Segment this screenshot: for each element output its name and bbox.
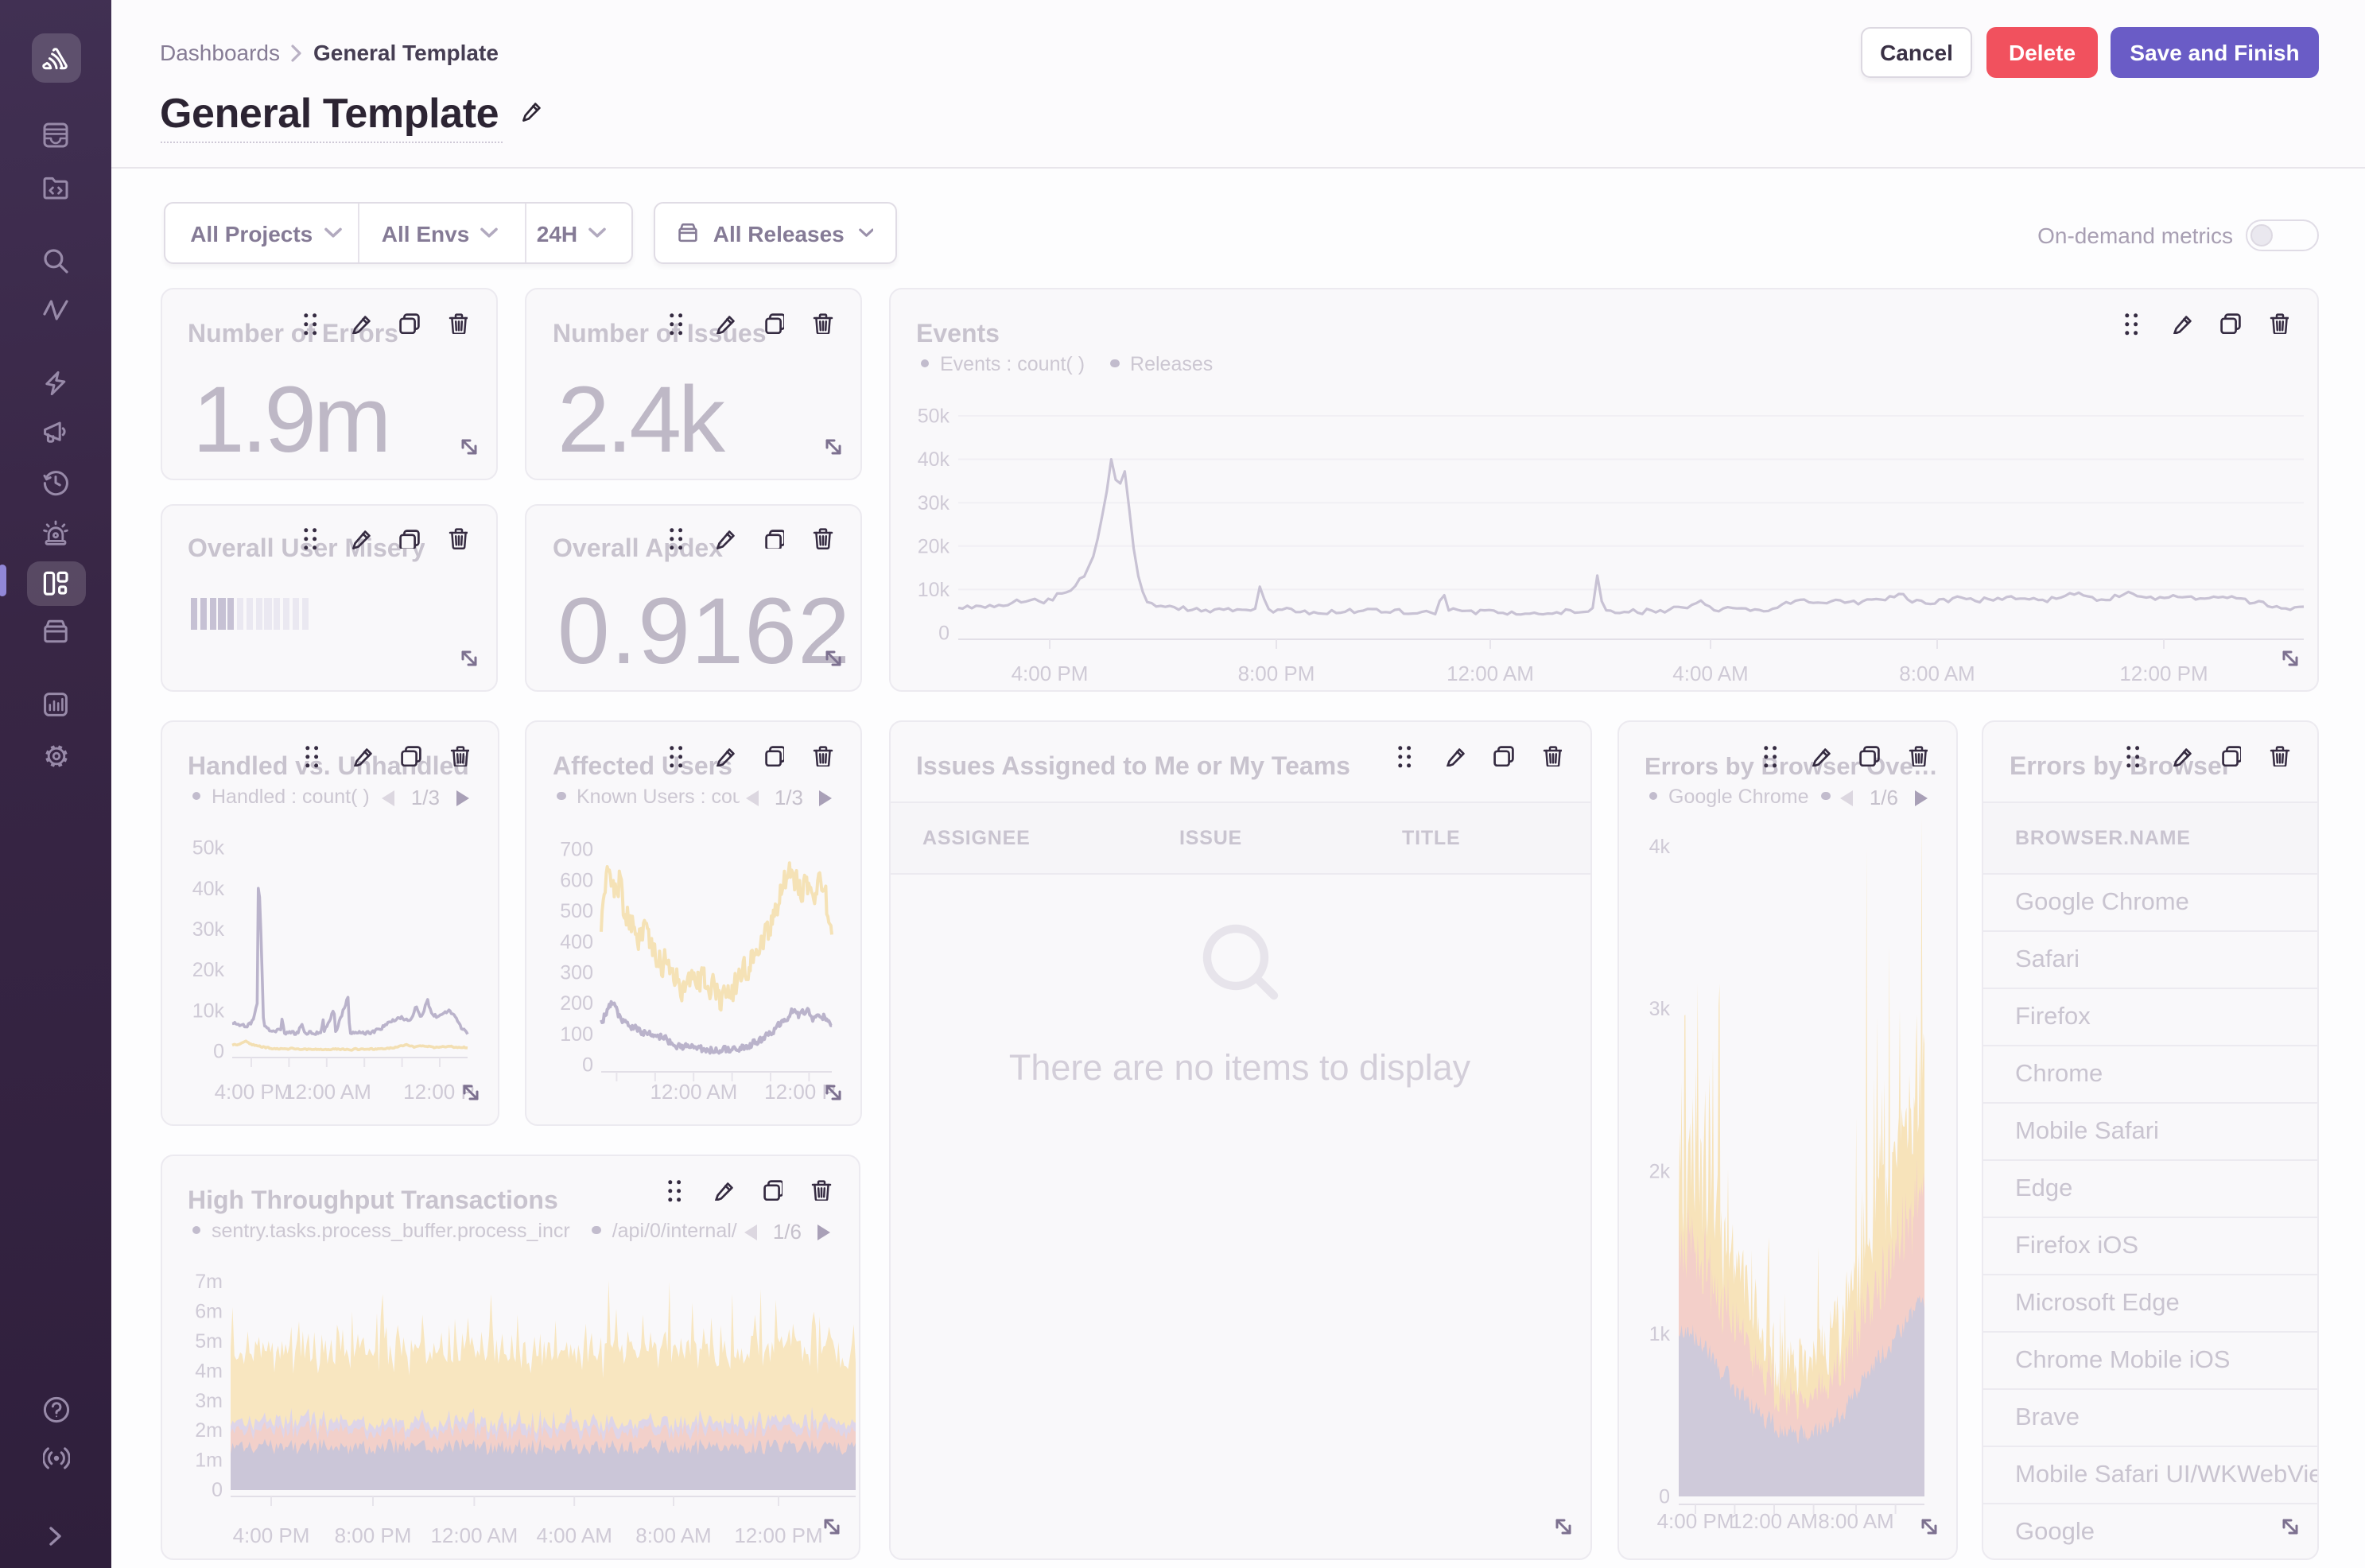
svg-text:4k: 4k (1649, 836, 1670, 858)
svg-text:12:00 AM: 12:00 AM (283, 1080, 371, 1104)
svg-text:2k: 2k (1649, 1161, 1670, 1183)
svg-text:0: 0 (211, 1479, 222, 1501)
svg-text:4:00 AM: 4:00 AM (1672, 662, 1747, 685)
svg-text:100: 100 (560, 1023, 593, 1046)
svg-text:4m: 4m (194, 1360, 222, 1382)
svg-text:10k: 10k (192, 999, 224, 1022)
svg-text:400: 400 (560, 931, 593, 953)
svg-text:0: 0 (212, 1041, 223, 1063)
svg-text:4:00 AM: 4:00 AM (535, 1523, 611, 1547)
svg-text:7m: 7m (194, 1271, 222, 1293)
svg-text:3k: 3k (1649, 998, 1670, 1020)
svg-text:30k: 30k (917, 492, 949, 514)
svg-text:200: 200 (560, 992, 593, 1015)
svg-text:5m: 5m (194, 1330, 222, 1353)
svg-text:50k: 50k (192, 837, 224, 860)
svg-text:3m: 3m (194, 1390, 222, 1412)
svg-text:300: 300 (560, 961, 593, 984)
svg-text:4:00 PM: 4:00 PM (232, 1523, 309, 1547)
svg-text:4:00 PM: 4:00 PM (1011, 662, 1088, 685)
svg-text:4:00 PM: 4:00 PM (214, 1080, 291, 1104)
svg-text:12:00 P: 12:00 P (402, 1080, 474, 1104)
svg-text:500: 500 (560, 900, 593, 922)
svg-text:4:00 PM: 4:00 PM (1656, 1509, 1734, 1533)
svg-text:12:00 AM: 12:00 AM (650, 1080, 737, 1104)
svg-text:8:00 PM: 8:00 PM (1237, 662, 1315, 685)
svg-text:12:00 AM: 12:00 AM (429, 1523, 517, 1547)
svg-text:6m: 6m (194, 1301, 222, 1323)
svg-text:8:00 AM: 8:00 AM (1898, 662, 1974, 685)
svg-text:700: 700 (560, 839, 593, 861)
svg-text:12:00 P: 12:00 P (764, 1080, 836, 1104)
svg-text:50k: 50k (917, 406, 949, 428)
svg-text:2m: 2m (194, 1419, 222, 1442)
svg-text:12:00 PM: 12:00 PM (2118, 662, 2207, 685)
svg-text:0: 0 (582, 1054, 593, 1077)
svg-text:20k: 20k (192, 959, 224, 981)
svg-text:8:00 PM: 8:00 PM (334, 1523, 411, 1547)
svg-text:600: 600 (560, 869, 593, 891)
svg-text:0: 0 (938, 623, 949, 645)
svg-text:40k: 40k (917, 448, 949, 471)
svg-text:0: 0 (1658, 1485, 1669, 1508)
svg-text:12:00 AM: 12:00 AM (1730, 1509, 1817, 1533)
svg-text:12:00 AM: 12:00 AM (1446, 662, 1533, 685)
svg-text:8:00 AM: 8:00 AM (635, 1523, 710, 1547)
svg-text:20k: 20k (917, 535, 949, 557)
svg-text:1m: 1m (194, 1450, 222, 1472)
svg-text:12:00 PM: 12:00 PM (733, 1523, 821, 1547)
svg-text:10k: 10k (917, 579, 949, 601)
svg-text:30k: 30k (192, 918, 224, 941)
svg-text:1k: 1k (1649, 1323, 1670, 1345)
svg-text:8:00 AM: 8:00 AM (1817, 1509, 1893, 1533)
svg-text:40k: 40k (192, 878, 224, 900)
